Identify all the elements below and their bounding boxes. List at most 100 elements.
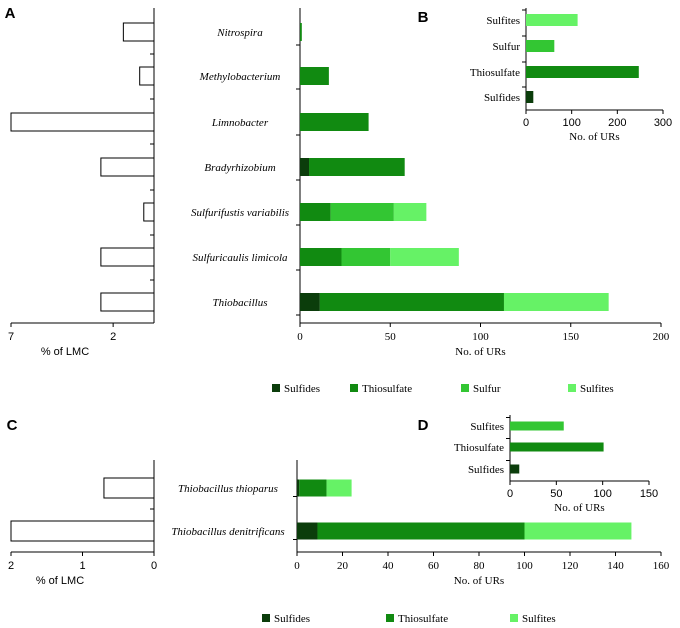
panel-a-lmc-x-tick-label: 2 — [110, 331, 116, 343]
panel-c-bar-thiobacillus-denitrificans-sulfites — [524, 522, 632, 540]
panel-d-bar-sulfides — [510, 464, 520, 474]
panel-c-bar-thiobacillus-denitrificans-thiosulfate — [317, 522, 525, 540]
panel-label-c: C — [7, 417, 18, 434]
panel-a-bar-methylobacterium-thiosulfate — [300, 67, 329, 85]
panel-d-x-tick-label: 100 — [593, 488, 611, 500]
legend-bottom-label-thiosulfate: Thiosulfate — [398, 613, 448, 625]
panel-a-x-tick-label: 0 — [297, 331, 303, 343]
panel-c-lmc-x-axis-title: % of LMC — [36, 575, 84, 587]
panel-c-x-tick-label: 120 — [562, 560, 579, 572]
panel-d-category-label-sulfites: Sulfites — [470, 421, 504, 433]
panel-a-bar-sulfuricaulis-limicola-sulfites — [390, 248, 459, 266]
panel-a-bar-bradyrhizobium-thiosulfate — [309, 158, 405, 176]
panel-d-bar-sulfites — [510, 421, 564, 431]
panel-c-lmc-x-tick-label: 1 — [79, 560, 85, 572]
legend-top-label-sulfides: Sulfides — [284, 383, 320, 395]
legend-top-swatch-sulfides — [272, 384, 280, 392]
legend-top-label-sulfites: Sulfites — [580, 383, 614, 395]
legend-bottom-label-sulfides: Sulfides — [274, 613, 310, 625]
panel-d-category-label-sulfides: Sulfides — [468, 464, 504, 476]
panel-c-x-tick-label: 140 — [607, 560, 624, 572]
panel-a-bar-thiobacillus-sulfites — [503, 293, 609, 311]
panel-a-bar-bradyrhizobium-sulfides — [300, 158, 310, 176]
panel-b-x-tick-label: 100 — [562, 117, 580, 129]
panel-a-bar-nitrospira-thiosulfate — [300, 23, 302, 41]
panel-c-lmc-lmc-bar-thiobacillus-denitrificans — [10, 520, 155, 542]
panel-a-x-tick-label: 200 — [653, 331, 670, 343]
panel-a-category-label-sulfurifustis-variabilis: Sulfurifustis variabilis — [191, 207, 289, 219]
panel-a-lmc-lmc-bar-sulfurifustis-variabilis — [143, 202, 155, 222]
panel-a-lmc-lmc-bar-sulfuricaulis-limicola — [100, 247, 155, 267]
panel-a-lmc-x-axis-title: % of LMC — [41, 346, 89, 358]
panel-a-lmc-lmc-bar-methylobacterium — [139, 66, 155, 86]
panel-label-a: A — [5, 5, 16, 22]
panel-c-x-tick-label: 100 — [516, 560, 533, 572]
panel-c-lmc-x-tick-label: 0 — [151, 560, 157, 572]
panel-c-bar-thiobacillus-thioparus-thiosulfate — [299, 479, 327, 497]
panel-b-category-label-sulfur: Sulfur — [493, 41, 521, 53]
panel-a-bar-sulfurifustis-variabilis-sulfites — [393, 203, 427, 221]
panel-a-lmc-x-tick-label: 7 — [8, 331, 14, 343]
panel-c-x-tick-label: 20 — [337, 560, 349, 572]
panel-d-x-tick-label: 50 — [550, 488, 562, 500]
panel-a-bar-thiobacillus-thiosulfate — [319, 293, 504, 311]
panel-a-bar-sulfuricaulis-limicola-sulfur — [341, 248, 391, 266]
panel-d-bar-thiosulfate — [510, 442, 604, 452]
panel-a-category-label-methylobacterium: Methylobacterium — [199, 71, 281, 83]
legend-bottom-label-sulfites: Sulfites — [522, 613, 556, 625]
panel-a-bar-limnobacter-thiosulfate — [300, 113, 369, 131]
panel-a-lmc-lmc-bar-limnobacter — [10, 112, 155, 132]
panel-b-category-label-thiosulfate: Thiosulfate — [470, 67, 520, 79]
legend-top-label-thiosulfate: Thiosulfate — [362, 383, 412, 395]
panel-a-bar-thiobacillus-sulfides — [300, 293, 320, 311]
legend-bottom-swatch-sulfides — [262, 614, 270, 622]
panel-c-category-label-thiobacillus-denitrificans: Thiobacillus denitrificans — [171, 526, 284, 538]
panel-a-lmc-lmc-bar-thiobacillus — [100, 292, 155, 312]
legend-top-swatch-sulfites — [568, 384, 576, 392]
panel-d-x-axis-title: No. of URs — [554, 502, 604, 514]
panel-b-x-tick-label: 200 — [608, 117, 626, 129]
panel-d-x-tick-label: 150 — [640, 488, 658, 500]
panel-b-category-label-sulfides: Sulfides — [484, 92, 520, 104]
panel-c-bar-thiobacillus-denitrificans-sulfides — [297, 522, 318, 540]
panel-c-bar-thiobacillus-thioparus-sulfites — [326, 479, 352, 497]
legend-bottom-swatch-thiosulfate — [386, 614, 394, 622]
panel-b-x-tick-label: 0 — [523, 117, 529, 129]
panel-c-x-tick-label: 160 — [653, 560, 670, 572]
panel-d-category-label-thiosulfate: Thiosulfate — [454, 442, 504, 454]
panel-c-lmc-lmc-bar-thiobacillus-thioparus — [103, 477, 155, 499]
panel-c-lmc-x-tick-label: 2 — [8, 560, 14, 572]
panel-c-x-axis-title: No. of URs — [454, 575, 504, 587]
panel-a-category-label-nitrospira: Nitrospira — [216, 27, 263, 39]
panel-c-bar-thiobacillus-thioparus-sulfides — [297, 479, 300, 497]
legend-bottom-swatch-sulfites — [510, 614, 518, 622]
panel-a-lmc-lmc-bar-bradyrhizobium — [100, 157, 155, 177]
panel-label-d: D — [418, 417, 429, 434]
panel-a-x-tick-label: 50 — [385, 331, 397, 343]
panel-c-category-label-thiobacillus-thioparus: Thiobacillus thioparus — [178, 483, 278, 495]
panel-c-x-tick-label: 60 — [428, 560, 440, 572]
panel-a-x-tick-label: 100 — [472, 331, 489, 343]
panel-a-x-axis-title: No. of URs — [455, 346, 505, 358]
panel-b-x-tick-label: 300 — [654, 117, 672, 129]
panel-b-bar-thiosulfate — [526, 66, 639, 78]
panel-b-bar-sulfites — [526, 14, 578, 26]
panel-a-category-label-bradyrhizobium: Bradyrhizobium — [204, 162, 275, 174]
legend-top-swatch-sulfur — [461, 384, 469, 392]
panel-label-b: B — [418, 9, 429, 26]
panel-d-x-tick-label: 0 — [507, 488, 513, 500]
panel-b-bar-sulfides — [526, 91, 534, 103]
panel-c-x-tick-label: 80 — [474, 560, 486, 572]
panel-a-bar-sulfurifustis-variabilis-sulfur — [330, 203, 394, 221]
legend-top-swatch-thiosulfate — [350, 384, 358, 392]
panel-b-category-label-sulfites: Sulfites — [486, 15, 520, 27]
panel-a-x-tick-label: 150 — [563, 331, 580, 343]
panel-b-bar-sulfur — [526, 40, 555, 52]
panel-c-x-tick-label: 40 — [383, 560, 395, 572]
panel-a-category-label-thiobacillus: Thiobacillus — [212, 297, 267, 309]
panel-a-lmc-lmc-bar-nitrospira — [122, 22, 155, 42]
legend-top-label-sulfur: Sulfur — [473, 383, 501, 395]
panel-a-category-label-limnobacter: Limnobacter — [211, 117, 269, 129]
panel-a-bar-sulfuricaulis-limicola-thiosulfate — [300, 248, 342, 266]
